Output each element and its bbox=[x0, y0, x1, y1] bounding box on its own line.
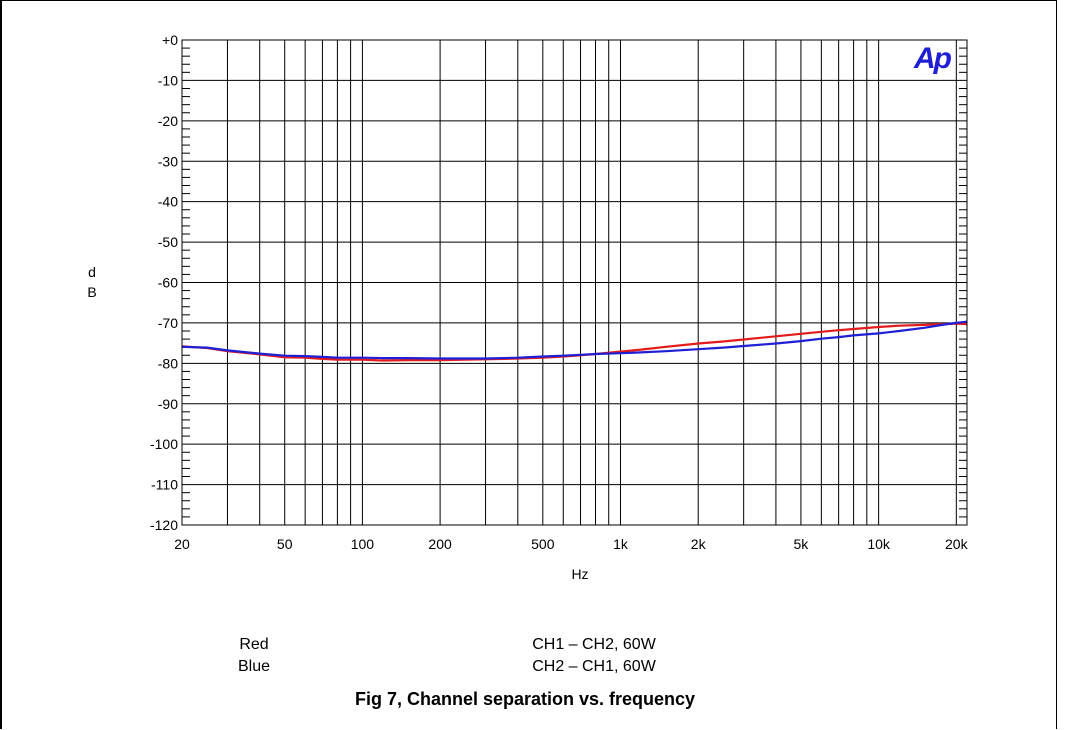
legend-red-desc: CH1 – CH2, 60W bbox=[532, 636, 656, 653]
x-tick-label: 10k bbox=[867, 536, 891, 552]
y-tick-label: -60 bbox=[158, 275, 178, 291]
data-series bbox=[181, 320, 968, 362]
y-tick-label: -20 bbox=[158, 113, 178, 129]
y-tick-label: +0 bbox=[162, 32, 178, 48]
x-tick-label: 20 bbox=[174, 536, 190, 552]
legend-blue-desc: CH2 – CH1, 60W bbox=[532, 658, 656, 675]
x-tick-label: 1k bbox=[613, 536, 629, 552]
x-tick-label: 100 bbox=[351, 536, 375, 552]
y-axis-label-d: d bbox=[88, 264, 96, 280]
y-tick-label: -30 bbox=[158, 153, 178, 169]
y-tick-labels: +0 -10 -20 -30 -40 -50 -60 -70 -80 -90 -100 -110 -12… bbox=[150, 32, 178, 533]
y-tick-label: -120 bbox=[150, 517, 178, 533]
y-tick-label: -90 bbox=[158, 396, 178, 412]
y-tick-label: -100 bbox=[150, 436, 178, 452]
ap-logo: Ap bbox=[914, 42, 952, 75]
figure-caption: Fig 7, Channel separation vs. frequency bbox=[354, 689, 696, 709]
x-tick-labels: 20 50 100 200 500 1k 2k 5k 10k 20k bbox=[174, 536, 968, 552]
y-tick-label: -40 bbox=[158, 194, 178, 210]
y-tick-label: -70 bbox=[158, 315, 178, 331]
x-tick-label: 2k bbox=[691, 536, 707, 552]
legend-blue-name: Blue bbox=[237, 658, 271, 675]
y-tick-label: -50 bbox=[158, 234, 178, 250]
x-tick-label: 5k bbox=[794, 536, 810, 552]
x-tick-label: 50 bbox=[277, 536, 293, 552]
series-line-blue bbox=[181, 320, 968, 360]
grid-lines bbox=[182, 39, 967, 526]
x-tick-label: 500 bbox=[531, 536, 555, 552]
x-tick-label: 200 bbox=[428, 536, 452, 552]
plot-border bbox=[181, 39, 968, 526]
y-tick-label: -80 bbox=[158, 355, 178, 371]
legend-red-name: Red bbox=[239, 636, 269, 653]
x-tick-label: 20k bbox=[945, 536, 969, 552]
minor-ticks bbox=[182, 47, 967, 518]
y-tick-label: -110 bbox=[151, 477, 178, 493]
x-axis-label: Hz bbox=[571, 566, 589, 582]
y-axis-label-b: B bbox=[87, 284, 97, 300]
y-tick-label: -10 bbox=[158, 72, 178, 88]
